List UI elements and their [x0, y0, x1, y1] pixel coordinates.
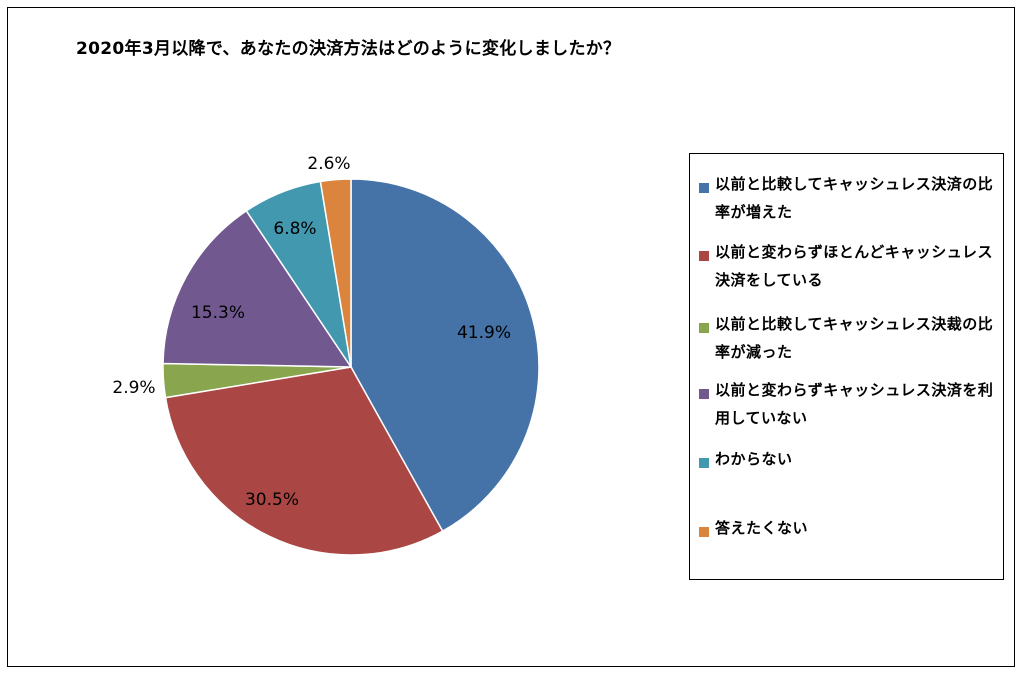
legend-swatch-3 — [699, 323, 709, 333]
legend-item-2: 以前と変わらずほとんどキャッシュレス決済をしている — [699, 243, 999, 294]
data-label-3: 2.9% — [112, 378, 155, 398]
legend-label-2: 以前と変わらずほとんどキャッシュレス決済をしている — [715, 243, 993, 289]
legend-label-4: 以前と変わらずキャッシュレス決済を利用していない — [715, 381, 994, 427]
pie-slice-6 — [319, 178, 352, 368]
pie-slice-4 — [162, 209, 353, 368]
legend-item-5: わからない — [699, 450, 999, 473]
legend-label-1: 以前と比較してキャッシュレス決済の比率が増えた — [715, 175, 994, 221]
legend: 以前と比較してキャッシュレス決済の比率が増えた 以前と変わらずほとんどキャッシュレ… — [689, 153, 1004, 580]
legend-swatch-5 — [699, 458, 709, 468]
legend-swatch-4 — [699, 389, 709, 399]
data-label-1: 41.9% — [457, 323, 511, 343]
legend-item-4: 以前と変わらずキャッシュレス決済を利用していない — [699, 381, 999, 432]
legend-item-6: 答えたくない — [699, 519, 999, 542]
pie-slice-2 — [164, 366, 444, 556]
pie-slice-1 — [350, 178, 540, 533]
data-label-4: 15.3% — [191, 303, 245, 323]
legend-item-1: 以前と比較してキャッシュレス決済の比率が増えた — [699, 175, 999, 226]
data-label-5: 6.8% — [273, 219, 316, 239]
chart-title: 2020年3月以降で、あなたの決済方法はどのように変化しましたか？ — [76, 39, 621, 59]
legend-item-3: 以前と比較してキャッシュレス決裁の比率が減った — [699, 315, 999, 366]
legend-swatch-2 — [699, 251, 709, 261]
legend-swatch-6 — [699, 527, 709, 537]
legend-label-3: 以前と比較してキャッシュレス決裁の比率が減った — [715, 315, 994, 361]
data-label-6: 2.6% — [307, 154, 350, 174]
data-label-2: 30.5% — [245, 490, 299, 510]
legend-swatch-1 — [699, 183, 709, 193]
legend-label-5: わからない — [715, 450, 793, 468]
legend-label-6: 答えたくない — [715, 519, 809, 537]
